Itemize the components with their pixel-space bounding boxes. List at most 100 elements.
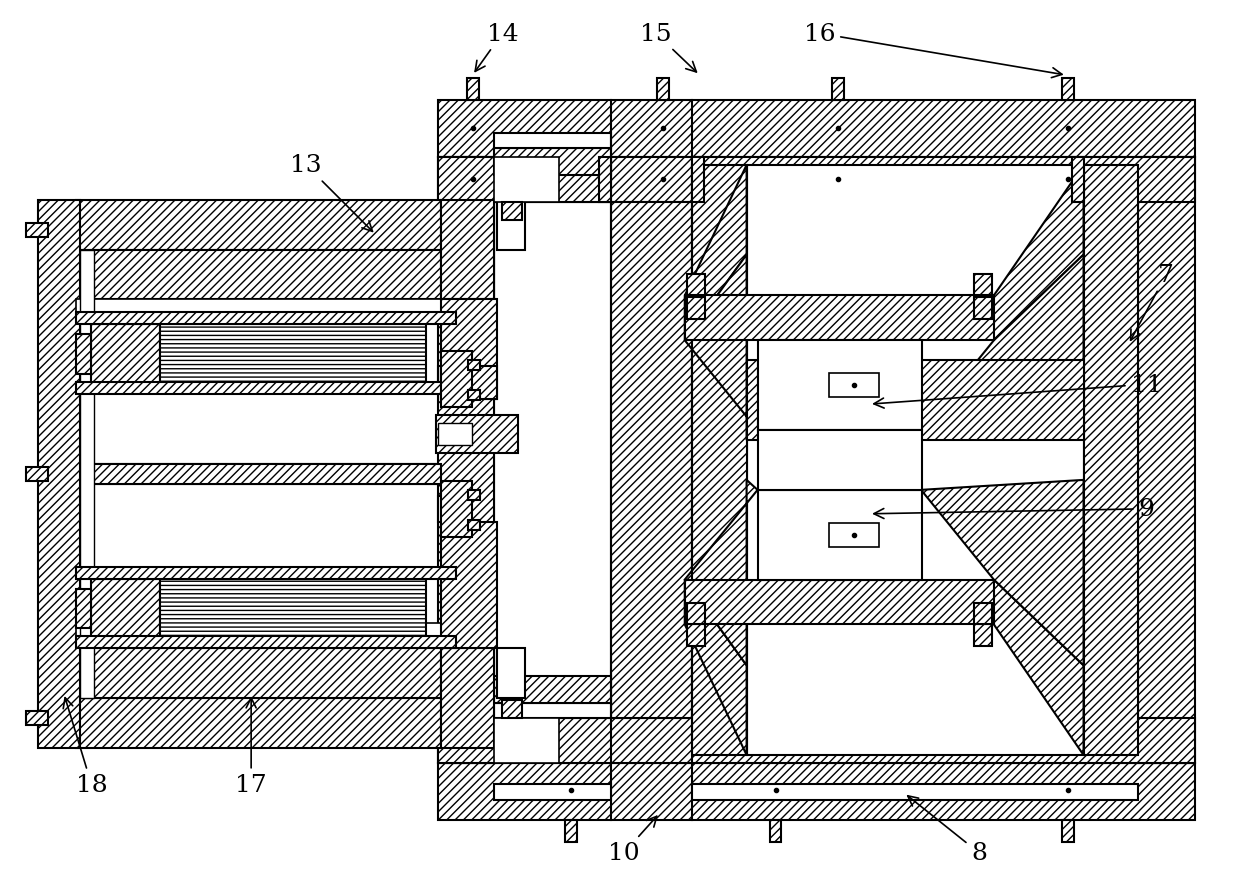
Bar [440,522,497,649]
Bar [692,784,1138,800]
Polygon shape [684,480,758,665]
Bar [1138,157,1195,763]
Bar [160,579,425,638]
Bar [495,704,611,719]
Bar [973,603,992,625]
Bar [973,274,992,296]
Bar [37,200,79,748]
Polygon shape [684,165,746,341]
Polygon shape [921,480,1084,665]
Bar [1071,157,1084,203]
Text: 9: 9 [874,498,1154,520]
Bar [76,624,440,649]
Bar [467,79,480,101]
Bar [438,424,472,445]
Bar [687,298,704,320]
Bar [758,341,923,431]
Bar [26,468,48,481]
Text: 7: 7 [1131,264,1174,341]
Text: 8: 8 [908,796,987,864]
Bar [687,625,704,646]
Bar [440,367,497,400]
Bar [438,719,1195,763]
Bar [438,763,1195,820]
Polygon shape [993,580,1084,755]
Text: 17: 17 [236,698,267,797]
Bar [973,625,992,646]
Polygon shape [993,165,1084,341]
Bar [91,579,160,638]
Bar [76,589,91,628]
Bar [684,296,993,341]
Bar [770,820,781,842]
Bar [611,203,692,719]
Bar [76,300,440,464]
Bar [76,567,455,579]
Text: 15: 15 [640,22,697,73]
Bar [76,637,455,649]
Bar [832,79,844,101]
Bar [440,481,472,537]
Bar [76,649,440,698]
Bar [495,157,559,203]
Bar [495,719,559,763]
Bar [76,335,91,375]
Bar [495,134,611,148]
Bar [440,200,495,300]
Bar [76,313,455,325]
Bar [435,416,518,453]
Bar [26,712,48,725]
Text: 18: 18 [63,698,108,797]
Bar [495,203,1138,719]
Bar [497,200,526,250]
Bar [495,677,611,704]
Bar [469,391,480,401]
Bar [438,157,495,763]
Text: 13: 13 [290,154,372,232]
Bar [440,352,472,408]
Bar [438,101,1195,157]
Text: 10: 10 [608,816,657,864]
Bar [79,250,94,698]
Bar [76,383,455,395]
Bar [746,361,758,441]
Bar [438,157,1195,203]
Bar [692,165,746,755]
Bar [921,361,1084,441]
Bar [76,200,440,250]
Bar [973,298,992,320]
Bar [440,649,495,748]
Text: 11: 11 [874,374,1162,409]
Bar [469,520,480,530]
Bar [657,79,668,101]
Polygon shape [921,256,1084,441]
Bar [76,698,440,748]
Bar [502,203,522,221]
Bar [26,224,48,238]
Bar [502,700,522,719]
Bar [1084,165,1138,755]
Bar [160,325,425,384]
Bar [495,784,611,800]
Bar [438,496,440,522]
Text: 14: 14 [475,22,518,72]
Bar [76,250,440,300]
Polygon shape [684,580,746,755]
Bar [76,464,440,485]
Bar [1061,79,1074,101]
Bar [469,361,480,371]
Bar [599,157,611,203]
Bar [1061,820,1074,842]
Bar [758,490,923,580]
Bar [495,148,611,175]
Text: 16: 16 [804,22,1061,79]
Bar [758,431,923,490]
Bar [830,523,879,547]
Bar [76,300,440,325]
Bar [684,580,993,625]
Bar [497,649,526,698]
Bar [692,157,704,203]
Bar [746,165,1084,755]
Bar [687,274,704,296]
Bar [565,820,577,842]
